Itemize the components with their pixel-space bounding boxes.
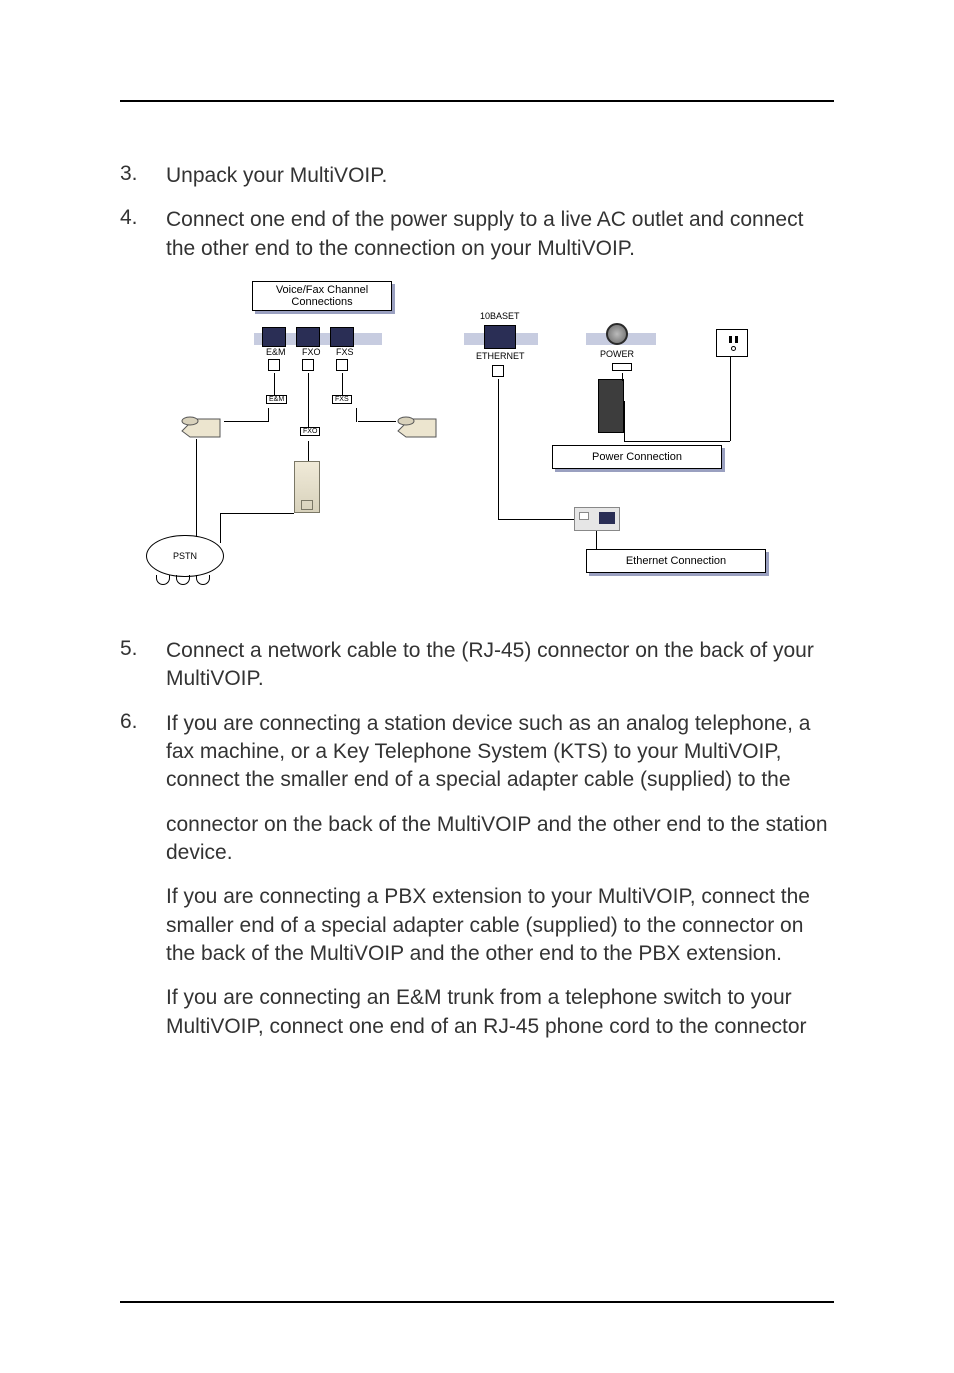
step-6c-text: If you are connecting a PBX extension to… <box>166 883 834 968</box>
tiny-fxs-label: FXS <box>332 395 352 404</box>
step-6-text: If you are connecting a station device s… <box>166 710 834 795</box>
page: 3. Unpack your MultiVOIP. 4. Connect one… <box>0 0 954 1373</box>
step-3-num: 3. <box>120 162 166 190</box>
power-label: POWER <box>600 349 634 359</box>
voice-fax-label-box: Voice/Fax Channel Connections <box>252 281 392 311</box>
ethernet-port-icon <box>484 325 516 349</box>
step-5-text: Connect a network cable to the (RJ-45) c… <box>166 637 834 694</box>
phone-left-icon <box>180 411 224 441</box>
power-connector-icon <box>606 323 628 345</box>
ethernet-label: ETHERNET <box>476 351 525 361</box>
pstn-label: PSTN <box>173 551 197 561</box>
voice-fax-label: Voice/Fax Channel Connections <box>259 284 385 308</box>
power-connection-box: Power Connection <box>552 445 722 469</box>
tiny-em-label: E&M <box>266 395 287 404</box>
fxs-label: FXS <box>336 347 354 357</box>
step-3-text: Unpack your MultiVOIP. <box>166 162 834 190</box>
power-brick-icon <box>598 379 624 433</box>
pstn-cloud: PSTN <box>146 535 224 577</box>
fxs-port-icon <box>330 327 354 347</box>
step-6b-text: connector on the back of the MultiVOIP a… <box>166 811 834 868</box>
step-6: 6. If you are connecting a station devic… <box>120 710 834 795</box>
step-6-num: 6. <box>120 710 166 795</box>
pbx-icon <box>294 461 320 513</box>
step-5: 5. Connect a network cable to the (RJ-45… <box>120 637 834 694</box>
step-5-num: 5. <box>120 637 166 694</box>
connection-diagram: Voice/Fax Channel Connections E&M FXO FX… <box>166 281 806 601</box>
bottom-rule <box>120 1301 834 1303</box>
step-4: 4. Connect one end of the power supply t… <box>120 206 834 263</box>
fxo-label: FXO <box>302 347 321 357</box>
power-jack-icon <box>612 363 632 371</box>
step-4-num: 4. <box>120 206 166 263</box>
step-3: 3. Unpack your MultiVOIP. <box>120 162 834 190</box>
tenbaset-label: 10BASET <box>480 311 520 321</box>
tiny-fxo-label: FXO <box>300 427 320 436</box>
ethernet-connection-box: Ethernet Connection <box>586 549 766 573</box>
em-label: E&M <box>266 347 286 357</box>
ethernet-connection-label: Ethernet Connection <box>626 555 726 567</box>
step-6d-text: If you are connecting an E&M trunk from … <box>166 984 834 1041</box>
wall-jack-icon <box>716 329 748 357</box>
em-port-icon <box>262 327 286 347</box>
step-4-text: Connect one end of the power supply to a… <box>166 206 834 263</box>
phone-right-icon <box>396 411 440 441</box>
em-jack-icon <box>268 359 280 371</box>
fxo-port-icon <box>296 327 320 347</box>
hub-icon <box>574 507 620 531</box>
fxs-jack-icon <box>336 359 348 371</box>
top-rule <box>120 100 834 102</box>
fxo-jack-icon <box>302 359 314 371</box>
ethernet-jack-icon <box>492 365 504 377</box>
power-connection-label: Power Connection <box>592 451 682 463</box>
